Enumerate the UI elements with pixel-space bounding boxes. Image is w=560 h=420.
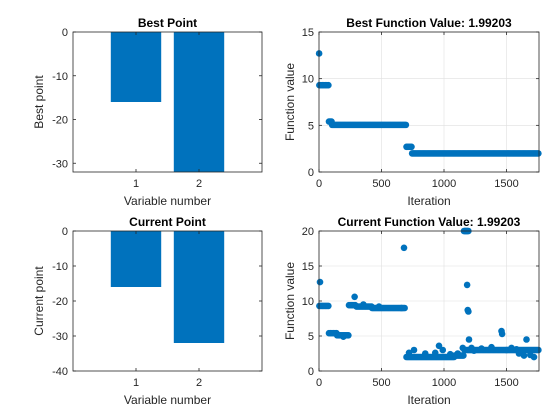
- x-tick-label: 1500: [494, 178, 518, 190]
- y-tick-label: 0: [62, 27, 68, 39]
- y-axis-label: Current point: [32, 266, 46, 336]
- chart-title: Current Point: [129, 215, 206, 229]
- data-point: [340, 333, 347, 341]
- data-point: [325, 81, 332, 89]
- chart-best-point: 1 2 0 -10 -20 -30 Best Point Variable number Bes…: [32, 16, 263, 208]
- data-point: [431, 349, 439, 357]
- data-point: [398, 304, 405, 312]
- x-tick-label: 1: [133, 377, 139, 389]
- plot-area: [319, 32, 539, 172]
- y-tick-label: 15: [302, 261, 314, 273]
- data-point: [535, 346, 542, 354]
- markers: [315, 50, 542, 157]
- y-tick-label: 0: [308, 167, 314, 179]
- chart-title: Best Function Value: 1.99203: [346, 16, 512, 30]
- y-tick-label: 0: [62, 226, 68, 238]
- y-tick-label: -30: [52, 158, 68, 170]
- x-tick-label: 1: [133, 178, 139, 190]
- data-point: [535, 150, 542, 157]
- data-point: [345, 332, 352, 339]
- data-point: [360, 301, 367, 308]
- bar-1: [110, 231, 162, 287]
- data-point: [530, 353, 538, 361]
- data-point: [488, 343, 495, 351]
- x-axis-label: Iteration: [407, 194, 450, 208]
- data-point: [405, 349, 413, 357]
- bar-1: [110, 32, 162, 102]
- x-axis-label: Variable number: [124, 194, 211, 208]
- data-point: [400, 244, 408, 252]
- x-tick-label: 1000: [432, 178, 456, 190]
- y-tick-label: -40: [52, 366, 68, 378]
- data-point: [470, 347, 478, 355]
- y-tick-label: -20: [52, 115, 68, 127]
- y-tick-label: -10: [52, 71, 68, 83]
- data-point: [375, 303, 383, 310]
- y-axis-label: Best point: [32, 75, 46, 129]
- x-tick-label: 1000: [432, 377, 456, 389]
- y-tick-label: 5: [308, 120, 314, 132]
- y-tick-label: 10: [302, 74, 314, 86]
- data-point: [508, 344, 515, 352]
- y-tick-label: -20: [52, 296, 68, 308]
- data-point: [503, 346, 510, 354]
- y-axis-label: Function value: [283, 262, 297, 340]
- data-point: [523, 336, 530, 343]
- markers: [316, 227, 542, 361]
- plot-area: [73, 231, 262, 371]
- data-point: [460, 352, 467, 359]
- data-point: [465, 308, 472, 315]
- data-point: [446, 350, 454, 358]
- y-tick-label: 15: [302, 27, 314, 39]
- x-axis-label: Iteration: [407, 393, 450, 407]
- data-point: [439, 346, 447, 354]
- bar-2: [173, 32, 225, 172]
- bar-2: [173, 231, 225, 343]
- data-point: [402, 121, 410, 129]
- data-point: [421, 350, 429, 357]
- data-point: [316, 278, 324, 286]
- chart-current-point: 1 2 0 -10 -20 -30 -40 Current Point Variable num…: [32, 215, 263, 407]
- x-tick-label: 1500: [494, 377, 518, 389]
- y-axis-label: Function value: [283, 63, 297, 141]
- x-tick-label: 2: [196, 377, 202, 389]
- y-tick-label: -10: [52, 261, 68, 273]
- data-point: [478, 345, 485, 352]
- data-point: [463, 281, 471, 289]
- y-tick-label: -30: [52, 331, 68, 343]
- axes-box: [72, 31, 263, 173]
- chart-title: Best Point: [138, 16, 197, 30]
- data-point: [351, 293, 358, 301]
- data-point: [515, 350, 523, 357]
- data-point: [465, 336, 473, 343]
- y-tick-label: 20: [302, 226, 314, 238]
- x-tick-label: 2: [196, 178, 202, 190]
- data-point: [459, 344, 467, 352]
- data-point: [408, 143, 415, 151]
- x-axis-label: Variable number: [124, 393, 211, 407]
- y-tick-label: 5: [308, 331, 314, 343]
- chart-best-function-value: 0 500 1000 1500 0 5 10 15 Best Function Value: 1…: [283, 16, 542, 208]
- axes-box: [318, 31, 540, 173]
- y-tick-label: 10: [302, 296, 314, 308]
- data-point: [498, 330, 506, 338]
- x-tick-label: 0: [316, 377, 322, 389]
- plot-area: [73, 32, 262, 172]
- y-tick-label: 0: [308, 366, 314, 378]
- data-point: [410, 346, 418, 354]
- x-tick-label: 0: [316, 178, 322, 190]
- chart-current-function-value: 0 500 1000 1500 0 5 10 15 20 Current Function Val…: [283, 215, 542, 407]
- x-tick-label: 500: [372, 377, 390, 389]
- x-tick-label: 500: [372, 178, 390, 190]
- data-point: [520, 352, 528, 359]
- data-point: [454, 350, 462, 357]
- data-point: [325, 302, 332, 310]
- chart-title: Current Function Value: 1.99203: [338, 215, 521, 229]
- data-point: [435, 342, 443, 350]
